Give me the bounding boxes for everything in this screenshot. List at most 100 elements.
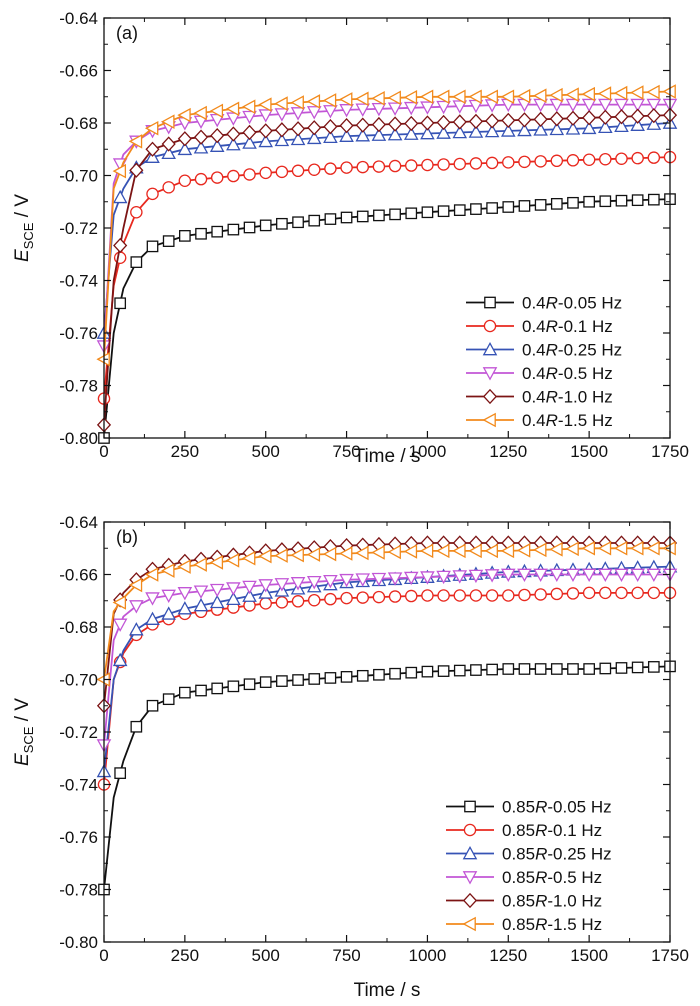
data-point xyxy=(468,569,484,584)
data-point xyxy=(193,105,207,121)
data-point xyxy=(630,117,645,131)
legend-label-prefix: 0.85 xyxy=(502,915,535,934)
data-point xyxy=(373,209,385,222)
data-point xyxy=(502,201,515,213)
data-point xyxy=(306,547,321,562)
data-point xyxy=(275,165,289,179)
data-point xyxy=(371,127,387,141)
data-point xyxy=(128,577,143,593)
data-point xyxy=(452,89,466,105)
data-point xyxy=(177,587,193,601)
data-point xyxy=(403,544,418,559)
data-point xyxy=(534,199,547,211)
data-point xyxy=(356,210,369,223)
data-point xyxy=(468,113,484,130)
data-point xyxy=(647,661,660,673)
data-point xyxy=(437,158,450,171)
data-point xyxy=(486,663,498,676)
data-point xyxy=(356,160,369,174)
data-point xyxy=(241,99,256,115)
legend-marker xyxy=(482,341,498,356)
legend-label-suffix: -0.5 Hz xyxy=(558,364,613,383)
data-point xyxy=(534,588,547,601)
data-point xyxy=(599,152,612,166)
panel-label: (b) xyxy=(116,527,138,547)
x-tick-label: 1000 xyxy=(409,946,447,965)
data-point xyxy=(225,101,240,117)
data-point xyxy=(339,546,353,561)
data-point xyxy=(210,171,224,184)
data-point xyxy=(276,217,288,230)
data-point xyxy=(355,128,371,142)
legend-label: 0.4R-1.0 Hz xyxy=(522,388,613,407)
data-point xyxy=(549,111,564,127)
data-point xyxy=(613,85,628,101)
series-line xyxy=(103,156,671,399)
data-point xyxy=(371,545,385,560)
data-point xyxy=(565,541,579,557)
y-axis-title: ESCE / V xyxy=(12,698,36,766)
data-point xyxy=(436,114,451,131)
data-point xyxy=(550,663,563,675)
data-point xyxy=(177,131,192,147)
data-point xyxy=(436,570,451,585)
data-point xyxy=(242,580,257,595)
data-point xyxy=(583,195,595,208)
data-point xyxy=(194,172,208,186)
data-point xyxy=(193,129,209,145)
data-point xyxy=(178,174,192,187)
data-point xyxy=(179,230,191,242)
data-point xyxy=(130,205,143,219)
legend-label-r: R xyxy=(535,798,547,817)
data-point xyxy=(356,669,369,682)
y-tick-label: -0.70 xyxy=(59,671,98,690)
y-axis-title-sub: SCE xyxy=(21,222,36,249)
y-tick-label: -0.70 xyxy=(59,167,98,186)
data-point xyxy=(581,120,597,135)
legend-label-suffix: -0.05 Hz xyxy=(558,294,622,313)
data-point xyxy=(371,572,387,587)
data-point xyxy=(112,618,128,632)
data-point xyxy=(469,589,483,602)
data-point xyxy=(193,597,209,612)
data-point xyxy=(113,251,127,264)
data-point xyxy=(550,197,563,210)
data-point xyxy=(226,591,241,606)
data-point xyxy=(533,88,547,103)
legend-label-prefix: 0.85 xyxy=(502,821,535,840)
data-point xyxy=(437,665,450,677)
legend-label-prefix: 0.4 xyxy=(522,411,546,430)
data-point xyxy=(405,207,418,220)
data-point xyxy=(405,589,418,603)
data-point xyxy=(485,589,499,602)
y-tick-label: -0.78 xyxy=(59,377,98,396)
data-point xyxy=(387,544,401,560)
data-point xyxy=(631,661,644,674)
series-3 xyxy=(96,568,678,753)
data-point xyxy=(193,140,209,154)
data-point xyxy=(581,98,597,113)
data-point xyxy=(274,96,288,111)
x-tick-label: 1750 xyxy=(651,946,689,965)
legend-marker xyxy=(484,296,496,309)
data-point xyxy=(533,111,548,127)
data-point xyxy=(533,122,548,136)
y-tick-label: -0.64 xyxy=(59,513,98,532)
y-axis-title-main: E xyxy=(12,753,33,766)
legend-label: 0.85R-0.25 Hz xyxy=(502,845,612,864)
data-point xyxy=(468,89,482,105)
data-point xyxy=(290,577,306,591)
y-tick-label: -0.72 xyxy=(59,219,98,238)
data-point xyxy=(307,163,321,176)
data-point xyxy=(565,110,581,126)
data-point xyxy=(162,693,175,706)
data-point xyxy=(144,567,159,582)
legend-entry: 0.85R-1.0 Hz xyxy=(446,892,602,911)
data-point xyxy=(486,202,498,214)
data-point xyxy=(195,227,207,240)
data-point xyxy=(516,88,531,104)
data-point xyxy=(339,104,354,118)
data-point xyxy=(129,622,144,636)
y-tick-label: -0.66 xyxy=(59,62,98,81)
